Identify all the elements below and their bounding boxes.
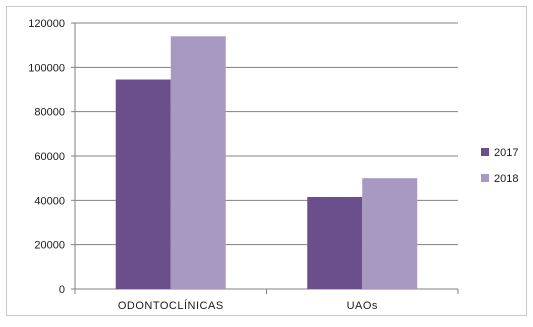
y-tick-label: 40000 [34, 195, 65, 207]
legend: 2017 2018 [481, 147, 518, 185]
bar-2018-1 [362, 178, 418, 289]
y-tick-label: 60000 [34, 151, 65, 163]
x-tick-labels: ODONTOCLÍNICAS UAOs [118, 299, 378, 312]
bar-2018-0 [170, 36, 226, 289]
x-tick-label: ODONTOCLÍNICAS [118, 299, 224, 312]
chart-frame [6, 6, 527, 316]
y-tick-label: 120000 [28, 18, 65, 30]
legend-swatch-2018 [481, 174, 489, 182]
y-tick-label: 80000 [34, 107, 65, 119]
y-tick-label: 20000 [34, 240, 65, 252]
bar-2017-1 [307, 197, 363, 289]
legend-label: 2018 [494, 173, 518, 185]
x-tick-label: UAOs [347, 300, 378, 312]
bars [115, 36, 418, 290]
y-tick-labels: 0 20000 40000 60000 80000 100000 120000 [28, 18, 65, 296]
legend-label: 2017 [494, 147, 518, 159]
y-tick-label: 100000 [28, 62, 65, 74]
legend-swatch-2017 [481, 148, 489, 156]
bar-2017-0 [115, 79, 171, 290]
y-tick-label: 0 [59, 284, 65, 296]
